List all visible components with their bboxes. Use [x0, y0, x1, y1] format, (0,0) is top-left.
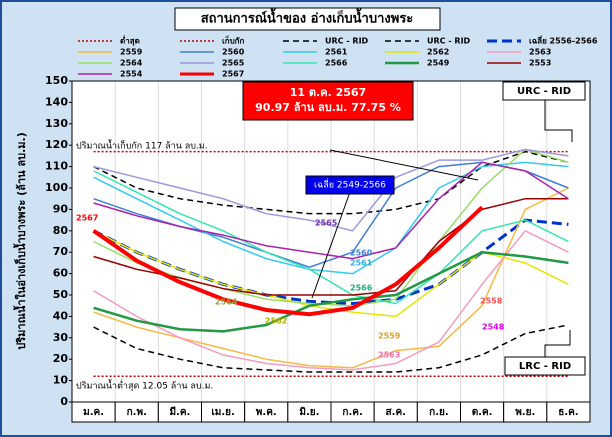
x-tick-label: ม.ค.	[83, 407, 104, 418]
title-box	[174, 7, 441, 31]
x-tick-label: ก.ย.	[429, 407, 449, 418]
series-line	[93, 148, 569, 307]
minimum-label: ปริมาณน้ำต่ำสุด 12.05 ล้าน ลบ.ม.	[76, 379, 213, 392]
series-line	[92, 205, 484, 317]
series-tag: 2558	[480, 297, 503, 306]
x-tick-label: ส.ค.	[386, 407, 406, 418]
series-tag: 2559	[378, 332, 401, 341]
series-line	[93, 148, 569, 232]
series-line	[93, 161, 569, 260]
legend-label: 2565	[222, 59, 245, 68]
legend-label: 2564	[120, 59, 143, 68]
legend-label: 2567	[222, 70, 244, 79]
y-tick-label: 110	[45, 160, 68, 173]
y-tick-label: 90	[53, 202, 69, 215]
y-tick-label: 120	[45, 138, 68, 151]
x-tick-label: มิ.ย.	[299, 406, 319, 418]
pointer	[329, 149, 479, 181]
y-tick-label: 60	[53, 267, 69, 280]
current-value: 90.97 ล้าน ลบ.ม. 77.75 %	[255, 101, 401, 114]
legend-label: 2559	[120, 48, 143, 57]
x-tick-label: มี.ค.	[169, 406, 190, 418]
x-tick-label: พ.ย.	[515, 407, 535, 418]
series-line	[93, 170, 569, 305]
series-tag: 2562	[265, 317, 287, 326]
y-tick-label: 140	[45, 95, 68, 108]
y-tick-label: 0	[60, 395, 68, 408]
series-tag: 2564	[215, 298, 238, 307]
lrc-box	[504, 356, 586, 376]
x-tick-label: ต.ค.	[472, 407, 493, 418]
legend-label: 2566	[325, 59, 348, 68]
y-tick-label: 130	[45, 117, 68, 130]
y-tick-label: 20	[53, 352, 69, 365]
series-line	[93, 230, 569, 371]
legend-label: เก็บกัก	[222, 35, 245, 46]
y-tick-label: 40	[53, 309, 69, 322]
y-tick-label: 30	[53, 331, 69, 344]
plot-border	[71, 80, 591, 403]
series-line	[93, 324, 569, 373]
legend-label: 2549	[427, 59, 450, 68]
pointer	[544, 100, 573, 142]
y-tick-label: 70	[53, 245, 69, 258]
series-line	[92, 218, 569, 306]
urc-label: URC - RID	[517, 86, 571, 97]
chart-title: สถานการณ์น้ำของ อ่างเก็บน้ำบางพระ	[201, 8, 414, 27]
series-tag: 2566	[350, 284, 373, 293]
series-tag: 2567	[76, 214, 98, 223]
legend-label: 2553	[529, 59, 551, 68]
series-line	[93, 161, 569, 275]
y-tick-label: 80	[53, 224, 69, 237]
y-tick-label: 150	[45, 74, 68, 87]
series-tag: 2561	[350, 259, 373, 268]
legend-label: 2560	[222, 48, 245, 57]
storage-label: ปริมาณน้ำเก็บกัก 117 ล้าน ลบ.ม.	[76, 139, 208, 152]
current-date: 11 ต.ค. 2567	[290, 86, 366, 99]
x-tick-label: เม.ย.	[211, 407, 234, 418]
series-tag: 2560	[350, 249, 373, 258]
legend-label: URC - RID	[325, 37, 369, 46]
pointer	[544, 330, 571, 357]
legend-label: 2563	[529, 48, 551, 57]
series-tag: 2565	[315, 219, 338, 228]
series-line	[93, 250, 569, 333]
x-tick-label: พ.ค.	[256, 407, 277, 418]
lrc-label: LRC - RID	[519, 361, 571, 372]
average-box	[305, 175, 395, 195]
y-axis-label: ปริมาณน้ำในอ่างเก็บน้ำบางพระ (ล้าน ลบ.ม.…	[13, 132, 28, 349]
legend-label: ต่ำสุด	[120, 35, 140, 47]
series-tag: 2548	[482, 323, 505, 332]
legend-label: URC - RID	[427, 37, 471, 46]
average-label: เฉลี่ย 2549-2566	[314, 178, 386, 191]
pointer	[311, 191, 351, 299]
series-tag: 2563	[378, 351, 400, 360]
legend-label: 2561	[325, 48, 348, 57]
current-box	[242, 81, 414, 121]
series-line	[93, 187, 569, 369]
y-tick-label: 100	[45, 181, 68, 194]
legend-label: เฉลี่ย 2556-2566	[529, 35, 598, 46]
x-tick-label: ธ.ค.	[558, 407, 578, 418]
y-tick-label: 50	[53, 288, 69, 301]
x-tick-label: ก.พ.	[127, 407, 147, 418]
urc-box	[502, 81, 586, 101]
legend-label: 2554	[120, 70, 143, 79]
x-tick-label: ก.ค.	[342, 407, 362, 418]
legend-label: 2562	[427, 48, 449, 57]
y-tick-label: 10	[53, 374, 69, 387]
